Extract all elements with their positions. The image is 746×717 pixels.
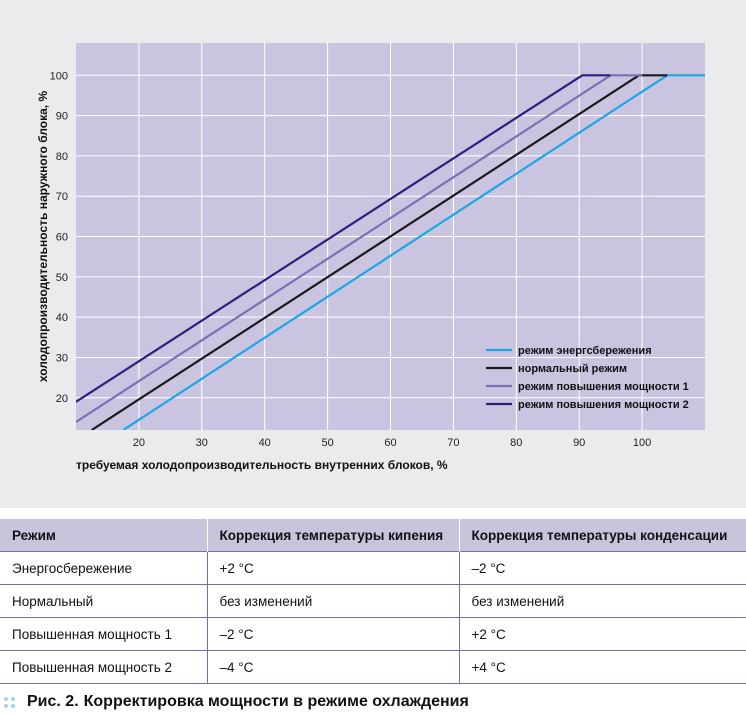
x-tick-label: 70 — [447, 437, 459, 449]
table-row: Нормальный без изменений без изменений — [0, 584, 746, 618]
caption-text: Корректировка мощности в режиме охлажден… — [83, 693, 469, 710]
table-row: Энергосбережение +2 °C –2 °C — [0, 551, 746, 585]
legend: режим энергсбережения нормальный режим реж… — [486, 345, 689, 411]
header-condensation-correction: Коррекция температуры конденсации — [459, 519, 746, 552]
x-tick-label: 90 — [573, 437, 585, 449]
correction-table: Режим Коррекция температуры кипения Корр… — [0, 519, 746, 684]
y-tick-label: 40 — [56, 312, 68, 324]
header-evaporation-correction: Коррекция температуры кипения — [207, 519, 460, 552]
table-cell: Повышенная мощность 1 — [0, 617, 208, 651]
x-axis-title: требуемая холодопроизводительность внутр… — [76, 458, 448, 472]
table-cell: Повышенная мощность 2 — [0, 650, 208, 684]
chart: 20 30 40 50 60 70 80 90 100 20 30 40 50 60 70 80 90 100 х… — [36, 43, 705, 472]
header-mode: Режим — [0, 519, 208, 552]
legend-label: режим повышения мощности 2 — [518, 399, 689, 411]
table-cell: без изменений — [459, 584, 746, 618]
table-header-row: Режим Коррекция температуры кипения Корр… — [0, 519, 746, 552]
table-cell: +2 °C — [459, 617, 746, 651]
y-tick-label: 80 — [56, 151, 68, 163]
x-tick-label: 100 — [633, 437, 651, 449]
legend-label: режим повышения мощности 1 — [518, 381, 689, 393]
y-tick-label: 90 — [56, 111, 68, 123]
x-tick-label: 40 — [259, 437, 271, 449]
y-tick-label: 30 — [56, 352, 68, 364]
table-cell: +2 °C — [207, 551, 460, 585]
table-cell: –4 °C — [207, 650, 460, 684]
y-tick-label: 60 — [56, 232, 68, 244]
table-cell: Энергосбережение — [0, 551, 208, 585]
table-cell: +4 °C — [459, 650, 746, 684]
table-cell: Нормальный — [0, 584, 208, 618]
x-tick-label: 80 — [510, 437, 522, 449]
table-row: Повышенная мощность 2 –4 °C +4 °C — [0, 650, 746, 684]
series-lines — [76, 74, 705, 430]
table-cell: –2 °C — [207, 617, 460, 651]
table-cell: –2 °C — [459, 551, 746, 585]
grid — [76, 43, 705, 430]
y-tick-label: 70 — [56, 191, 68, 203]
x-tick-label: 20 — [133, 437, 145, 449]
tick-labels: 20 30 40 50 60 70 80 90 100 20 30 40 50 60 70 80 90 100 — [50, 70, 652, 449]
table-row: Повышенная мощность 1 –2 °C +2 °C — [0, 617, 746, 651]
y-axis-title: холодопроизводительность наружного блока… — [36, 91, 50, 383]
series-line-4 — [76, 74, 611, 403]
y-tick-label: 20 — [56, 393, 68, 405]
caption-label: Рис. 2. — [27, 693, 79, 710]
caption-dots-icon — [4, 696, 15, 708]
table-cell: без изменений — [207, 584, 460, 618]
legend-label: нормальный режим — [518, 363, 627, 375]
legend-label: режим энергсбережения — [518, 345, 652, 357]
x-tick-label: 30 — [196, 437, 208, 449]
x-tick-label: 50 — [321, 437, 333, 449]
x-tick-label: 60 — [384, 437, 396, 449]
y-tick-label: 100 — [50, 70, 68, 82]
y-tick-label: 50 — [56, 272, 68, 284]
figure-caption: Рис. 2. Корректировка мощности в режиме … — [0, 690, 746, 714]
